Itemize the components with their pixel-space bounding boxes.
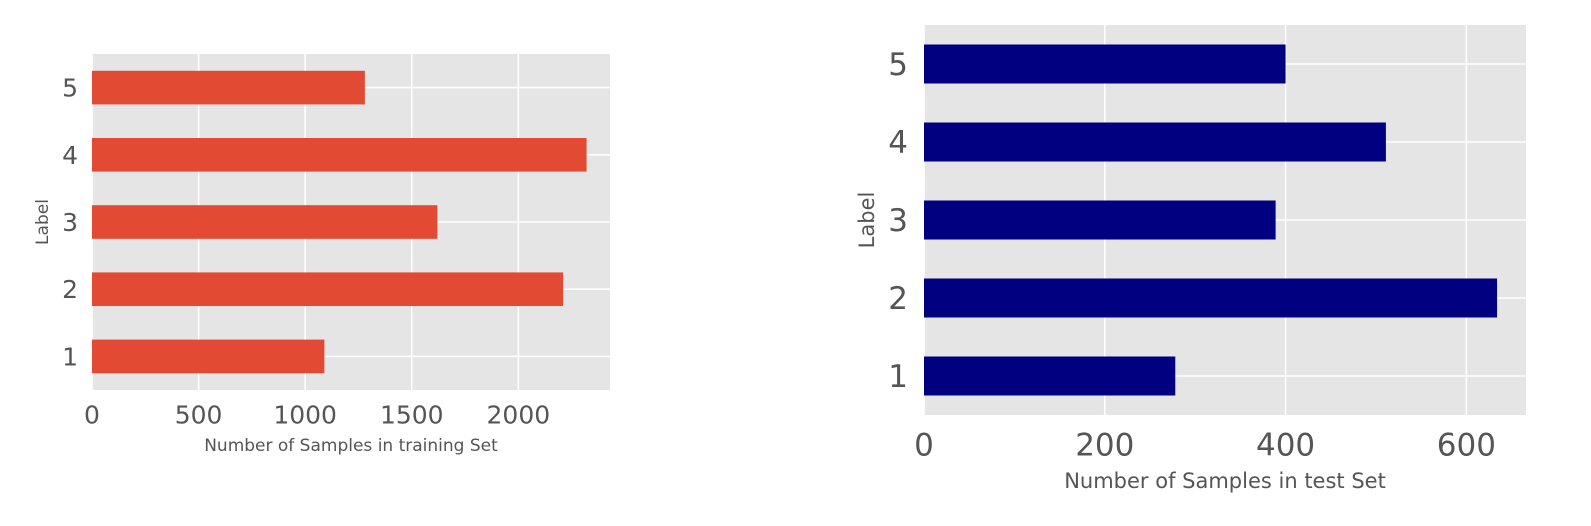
bar-label-2 [92, 272, 564, 306]
x-tick-label: 500 [175, 400, 223, 429]
x-tick-label: 200 [1075, 427, 1134, 463]
bar-label-4 [92, 138, 587, 172]
x-tick-label: 1500 [380, 400, 444, 429]
y-axis-label: Label [855, 192, 879, 249]
y-tick-label: 2 [888, 281, 908, 317]
y-tick-label: 1 [62, 342, 78, 371]
training-set-chart: 0 500 1000 1500 2000 1 2 3 4 5 Number of Samples i… [33, 54, 610, 456]
bar-label-3 [92, 205, 438, 239]
y-axis-label: Label [33, 199, 53, 245]
x-axis-label: Number of Samples in training Set [204, 436, 498, 456]
y-tick-label: 4 [888, 125, 908, 161]
x-tick-label: 400 [1256, 427, 1315, 463]
y-tick-label: 3 [62, 208, 78, 237]
y-tick-label: 5 [888, 47, 908, 83]
bar-label-1 [92, 339, 325, 374]
y-tick-label: 1 [888, 359, 908, 395]
bar-label-4 [924, 122, 1386, 162]
y-tick-label: 3 [888, 203, 908, 239]
bar-label-1 [924, 356, 1176, 396]
x-tick-label: 0 [84, 400, 100, 429]
bar-label-5 [924, 44, 1286, 84]
bar-label-3 [924, 200, 1276, 240]
y-tick-label: 5 [62, 74, 78, 103]
x-tick-label: 1000 [273, 400, 337, 429]
y-tick-label: 2 [62, 275, 78, 304]
x-tick-label: 2000 [487, 400, 551, 429]
test-set-chart: 0 200 400 600 1 2 3 4 5 Number of Samples in test… [855, 25, 1526, 493]
bar-label-2 [924, 278, 1498, 318]
x-axis-label: Number of Samples in test Set [1064, 469, 1386, 493]
x-tick-label: 600 [1437, 427, 1496, 463]
y-tick-label: 4 [62, 141, 78, 170]
x-tick-label: 0 [914, 427, 934, 463]
bar-label-5 [92, 70, 365, 105]
